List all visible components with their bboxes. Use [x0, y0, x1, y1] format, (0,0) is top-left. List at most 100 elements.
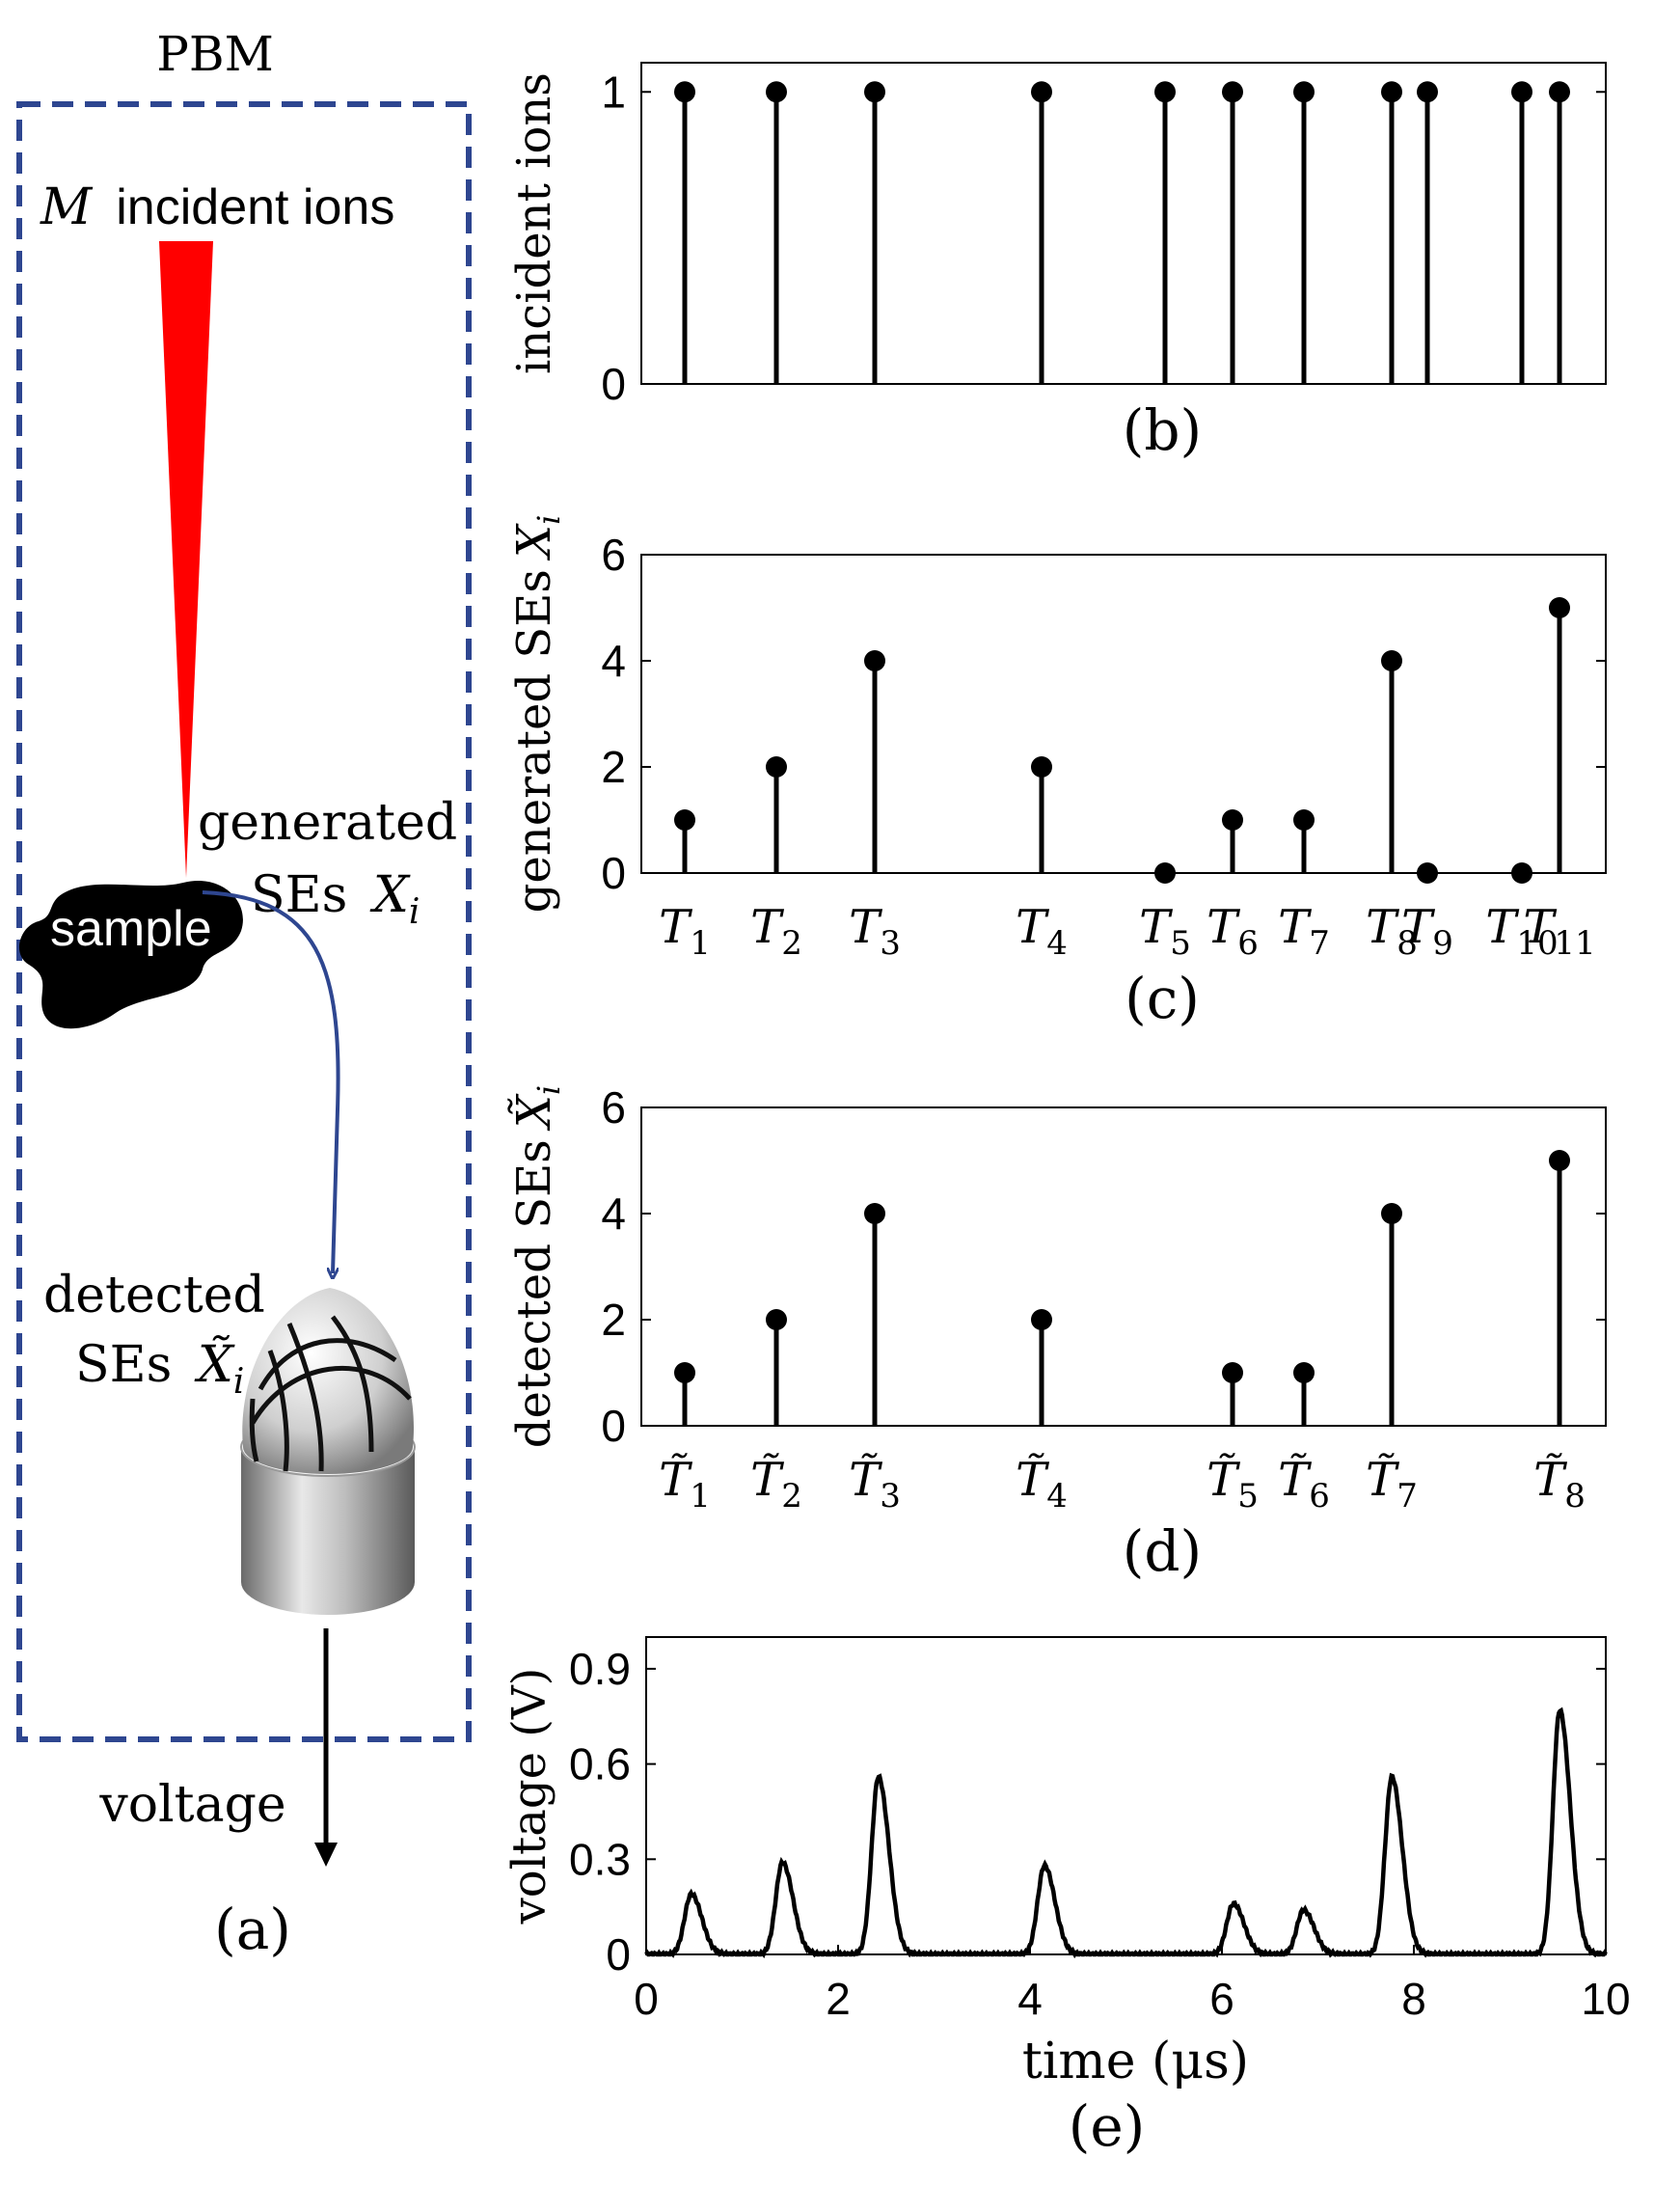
incident-ions-label: M incident ions: [40, 178, 394, 236]
x-tick-label: 2: [826, 1974, 851, 2024]
stem-marker: [1381, 650, 1402, 671]
stem-marker: [1222, 1362, 1243, 1383]
stem-marker: [1222, 809, 1243, 831]
y-tick-label: 0: [606, 1929, 631, 1980]
voltage-trace: [644, 1707, 1608, 1959]
panel-label: (b): [1123, 397, 1202, 463]
axes-frame: [645, 1636, 1607, 1955]
stem-marker: [674, 809, 695, 831]
stem-marker: [864, 1203, 885, 1224]
x-tick-label: T9: [1401, 900, 1453, 963]
x-tick-label: T8: [1366, 900, 1418, 963]
x-axis-label: time (μs): [1022, 2033, 1249, 2090]
detected-ses-label-line1: detected: [43, 1267, 265, 1324]
panel-a-label: (a): [214, 1897, 291, 1962]
incident-ions-var: M: [40, 178, 94, 236]
y-tick-label: 0.9: [569, 1644, 631, 1694]
x-tick-label: T̃6: [1278, 1451, 1330, 1516]
schematic-panel: PBM M incident ions generated SEs Xi sam…: [16, 26, 472, 1962]
detected-ses-sub: i: [233, 1362, 245, 1402]
ion-beam: [159, 241, 213, 878]
panel-label: (c): [1125, 966, 1200, 1031]
stem-marker: [1031, 1309, 1052, 1330]
x-tick-label: T11: [1523, 900, 1595, 963]
stem-marker: [766, 756, 787, 778]
stem-marker: [1222, 81, 1243, 103]
stem-marker: [864, 81, 885, 103]
axes-frame: [640, 62, 1607, 385]
y-axis-label: voltage (V): [502, 1668, 556, 1925]
y-tick-label: 0.6: [569, 1739, 631, 1789]
sample-label: sample: [50, 901, 212, 957]
axes-frame: [640, 1106, 1607, 1427]
stem-marker: [766, 81, 787, 103]
y-tick-label: 0.3: [569, 1834, 631, 1884]
pbm-box: [16, 101, 472, 1742]
generated-ses-label-line2: SEs Xi: [251, 866, 420, 932]
x-tick-label: T3: [849, 900, 901, 963]
pbm-label: PBM: [156, 26, 274, 82]
x-tick-label: T10: [1485, 900, 1558, 963]
stem-marker: [1031, 81, 1052, 103]
y-tick-label: 0: [601, 359, 626, 409]
y-tick-label: 2: [601, 1295, 626, 1345]
y-tick-label: 2: [601, 742, 626, 792]
y-tick-label: 0: [601, 1401, 626, 1451]
y-tick-label: 4: [601, 636, 626, 686]
x-tick-label: T7: [1278, 900, 1330, 963]
chart-d: 0 2 4 6 T̃1 T̃2 T̃3 T̃4 T̃5 T̃6 T̃7 T̃8 detected SEs…: [505, 1082, 1607, 1584]
panel-label: (d): [1123, 1518, 1202, 1584]
x-tick-label: 6: [1209, 1974, 1234, 2024]
x-tick-label: 10: [1581, 1974, 1630, 2024]
detected-ses-label-line2: SEs X̃i: [75, 1335, 244, 1402]
voltage-label: voltage: [98, 1776, 285, 1834]
x-tick-label: T1: [659, 900, 711, 963]
y-axis-label: generated SEsXi: [507, 515, 567, 914]
stem-marker: [1154, 862, 1176, 884]
detector-icon: [240, 1288, 416, 1615]
x-tick-label: T̃1: [659, 1451, 711, 1516]
chart-b: 0 1 incident ions (b): [507, 62, 1607, 463]
stem-marker: [864, 650, 885, 671]
axes-frame: [640, 554, 1607, 874]
x-tick-label: 0: [634, 1974, 659, 2024]
generated-ses-label-line1: generated: [198, 794, 457, 852]
stem-marker: [1511, 81, 1532, 103]
x-tick-label: T̃7: [1366, 1451, 1418, 1516]
y-axis-label: incident ions: [507, 72, 561, 374]
x-tick-label: 4: [1017, 1974, 1043, 2024]
stem-marker: [1293, 809, 1315, 831]
stem-marker: [1549, 81, 1570, 103]
stem-marker: [1549, 1150, 1570, 1171]
stem-marker: [1417, 81, 1438, 103]
stem-marker: [1417, 862, 1438, 884]
x-tick-label: T̃5: [1207, 1451, 1259, 1516]
y-tick-label: 6: [601, 1082, 626, 1133]
stem-marker: [766, 1309, 787, 1330]
voltage-arrowhead: [314, 1843, 338, 1867]
y-tick-label: 0: [601, 848, 626, 898]
stem-marker: [1381, 1203, 1402, 1224]
stem-marker: [1293, 1362, 1315, 1383]
x-tick-label: T̃3: [849, 1451, 901, 1516]
sample-blob: [18, 881, 243, 1029]
stem-marker: [1511, 862, 1532, 884]
y-tick-label: 1: [601, 67, 626, 117]
incident-ions-text: incident ions: [116, 179, 394, 235]
generated-ses-text: SEs: [251, 866, 347, 924]
stem-marker: [1293, 81, 1315, 103]
stem-marker: [674, 81, 695, 103]
y-tick-label: 4: [601, 1188, 626, 1239]
generated-ses-var: X: [369, 866, 411, 924]
y-tick-label: 6: [601, 530, 626, 580]
x-tick-label: T2: [750, 900, 802, 963]
stem-marker: [1154, 81, 1176, 103]
x-tick-label: T4: [1016, 900, 1068, 963]
x-tick-label: T̃2: [750, 1451, 802, 1516]
x-tick-label: T̃4: [1016, 1451, 1068, 1516]
stem-marker: [674, 1362, 695, 1383]
stem-marker: [1549, 597, 1570, 618]
detected-ses-var: X̃: [194, 1335, 235, 1394]
